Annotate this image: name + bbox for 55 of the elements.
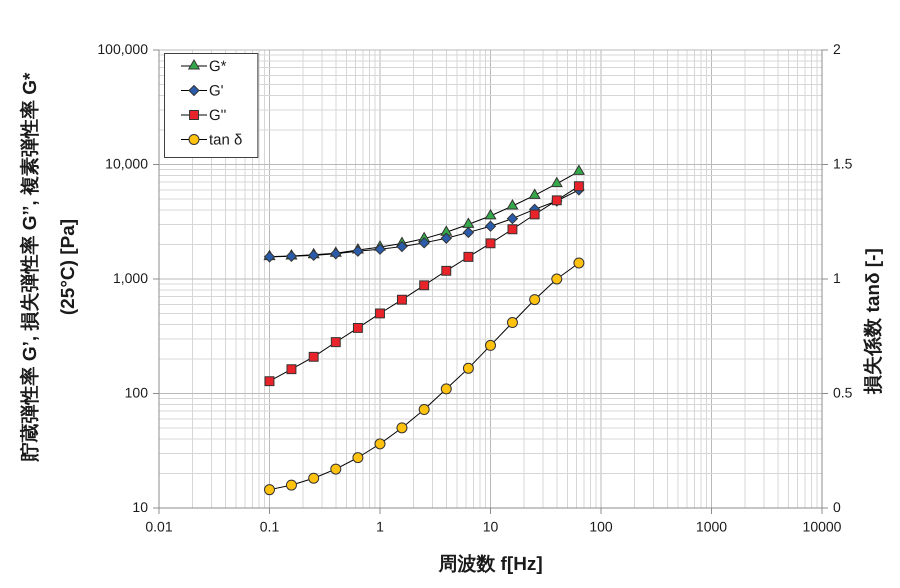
y-tick-label: 1,000 <box>112 270 148 286</box>
y2-tick-label: 1 <box>833 270 841 286</box>
x-tick-label: 100 <box>589 518 613 534</box>
legend-label: tan δ <box>209 132 242 149</box>
point <box>486 238 496 248</box>
point <box>462 226 474 238</box>
point <box>462 218 474 228</box>
y-tick-label: 10 <box>132 498 148 515</box>
point <box>419 280 430 290</box>
y-axis-title: 貯蔵弾性率 G’, 損失弾性率 G’’, 複素弾性率 G* (25°C) [Pa] <box>19 72 80 462</box>
point <box>574 181 584 192</box>
point <box>308 250 320 261</box>
point <box>375 308 385 318</box>
point <box>506 213 518 224</box>
point <box>440 232 452 244</box>
x-axis-title: 周波数 f[Hz] <box>437 553 543 576</box>
point <box>528 188 540 199</box>
legend-label: G' <box>209 82 224 100</box>
legend-label: G'' <box>209 107 227 124</box>
x-tick-label: 1000 <box>696 518 728 534</box>
x-tick-label: 1 <box>376 518 384 534</box>
x-tick-label: 0.1 <box>260 518 280 534</box>
point <box>463 252 474 262</box>
legend-label: G* <box>209 58 227 76</box>
point <box>352 246 364 257</box>
y-tick-label: 100 <box>124 384 148 400</box>
point <box>396 241 408 252</box>
x-tick-label: 0.01 <box>145 518 173 534</box>
y-tick-label: 100,000 <box>97 40 148 57</box>
y2-tick-label: 1.5 <box>833 155 853 172</box>
y2-tick-label: 0.5 <box>833 384 853 400</box>
point <box>286 364 296 374</box>
point <box>264 376 274 386</box>
point <box>396 294 407 305</box>
y2-tick-label: 0 <box>833 498 841 515</box>
x-tick-label: 10000 <box>802 518 842 534</box>
y-tick-label: 10,000 <box>105 155 148 172</box>
point <box>551 177 562 188</box>
point <box>330 248 342 260</box>
x-tick-label: 10 <box>482 518 498 534</box>
point <box>308 352 319 362</box>
point <box>573 164 585 175</box>
y2-tick-label: 2 <box>833 40 841 57</box>
point <box>286 250 297 262</box>
point <box>374 244 386 255</box>
point <box>330 337 341 348</box>
point <box>418 237 430 248</box>
point <box>506 200 518 210</box>
point <box>484 209 496 220</box>
point <box>485 220 496 232</box>
point <box>507 224 518 234</box>
point <box>530 210 540 220</box>
point <box>352 322 363 333</box>
y2-axis-title: 損失係数 tanδ [-] <box>862 248 884 395</box>
point <box>441 266 452 276</box>
